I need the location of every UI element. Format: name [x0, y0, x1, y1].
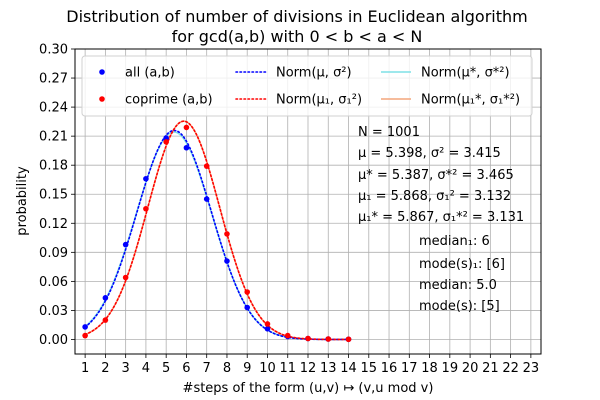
series-point-0: [163, 135, 169, 141]
y-tick-label: 0.00: [39, 333, 68, 348]
x-tick-label: 2: [101, 361, 109, 376]
annotation-line: median₁: 6: [419, 234, 490, 249]
series-point-0: [203, 196, 210, 202]
y-tick-label: 0.06: [39, 275, 68, 290]
legend-label: coprime (a,b): [125, 93, 213, 108]
x-tick-label: 11: [279, 361, 296, 376]
series-point-1: [244, 289, 251, 295]
series-point-1: [143, 205, 149, 212]
annotation-line: μ* = 5.387, σ*² = 3.465: [358, 168, 514, 183]
series-curve-3: [84, 120, 350, 341]
series-point-0: [102, 295, 109, 301]
y-tick-label: 0.21: [39, 130, 68, 145]
x-tick-label: 7: [203, 361, 211, 376]
series-point-1: [82, 332, 88, 339]
series-curve-2: [84, 129, 350, 341]
y-tick-label: 0.12: [39, 217, 68, 232]
x-tick-label: 8: [223, 361, 231, 376]
x-tick-label: 20: [462, 361, 479, 376]
series-point-0: [122, 241, 129, 248]
x-tick-label: 14: [340, 361, 357, 376]
annotation-line: mode(s): [5]: [419, 299, 500, 314]
x-tick-label: 3: [122, 361, 130, 376]
y-tick-label: 0.27: [39, 72, 68, 87]
x-ticks: 1 2 3 4 5 6 7 8 9 10 11 12 13 14 15 16 17 18 19 20 21 22 23: [81, 354, 539, 376]
x-tick-label: 17: [401, 361, 418, 376]
series-point-1: [122, 274, 129, 281]
series-point-0: [224, 258, 230, 264]
legend-frame: [81, 55, 533, 117]
annotation-line: median: 5.0: [419, 278, 497, 293]
x-tick-label: 23: [523, 361, 540, 376]
annotation-line: mode(s)₁: [6]: [419, 257, 505, 272]
y-tick-label: 0.09: [39, 246, 68, 261]
series-point-1: [203, 163, 210, 169]
series-point-1: [284, 332, 291, 339]
series-point-0: [82, 324, 88, 330]
legend-items: all (a,b) coprime (a,b) Norm(μ, σ²) Norm(μ₁…: [99, 66, 520, 108]
annotation-line: μ₁* = 5.867, σ₁*² = 3.131: [358, 210, 524, 225]
legend-item: all (a,b): [99, 66, 175, 81]
series-point-1: [325, 336, 332, 342]
legend-item: Norm(μ*, σ*²): [381, 66, 510, 81]
curves: [84, 120, 350, 341]
y-tick-label: 0.24: [39, 101, 68, 116]
legend-label: Norm(μ₁, σ₁²): [276, 93, 362, 108]
x-tick-label: 10: [259, 361, 276, 376]
legend-item: Norm(μ, σ²): [235, 66, 352, 81]
annotations: N = 1001 μ = 5.398, σ² = 3.415 μ* = 5.387,…: [358, 125, 524, 314]
series-point-1: [224, 231, 230, 237]
series-point-0: [264, 326, 271, 332]
y-tick-label: 0.18: [39, 159, 68, 174]
annotation-line: N = 1001: [358, 125, 420, 140]
x-tick-label: 4: [142, 361, 150, 376]
legend-marker: [99, 69, 105, 75]
legend-label: Norm(μ*, σ*²): [421, 66, 510, 81]
x-tick-label: 6: [182, 361, 190, 376]
series-curve-4: [84, 131, 349, 341]
x-tick-label: 21: [482, 361, 499, 376]
legend-label: Norm(μ, σ²): [276, 66, 352, 81]
series-point-1: [163, 139, 169, 145]
x-tick-label: 12: [300, 361, 317, 376]
x-tick-label: 9: [243, 361, 251, 376]
x-tick-label: 22: [502, 361, 519, 376]
x-tick-label: 13: [320, 361, 337, 376]
series-point-0: [244, 304, 251, 311]
legend-item: coprime (a,b): [99, 93, 213, 108]
plot-frame: [74, 48, 542, 355]
series-point-1: [264, 321, 271, 327]
annotation-line: μ = 5.398, σ² = 3.415: [358, 146, 501, 161]
series-point-1: [102, 317, 109, 323]
x-tick-label: 15: [361, 361, 378, 376]
series-point-0: [143, 175, 149, 182]
annotation-line: μ₁ = 5.868, σ₁² = 3.132: [358, 189, 511, 204]
x-tick-label: 18: [421, 361, 438, 376]
legend-label: all (a,b): [125, 66, 175, 81]
series-point-1: [183, 124, 190, 131]
x-tick-label: 16: [381, 361, 398, 376]
y-axis-label: probability: [15, 166, 30, 236]
x-tick-label: 5: [162, 361, 170, 376]
legend-item: Norm(μ₁, σ₁²): [235, 93, 362, 108]
legend-item: Norm(μ₁*, σ₁*²): [381, 93, 520, 108]
legend: all (a,b) coprime (a,b) Norm(μ, σ²) Norm(μ₁…: [81, 55, 533, 117]
y-tick-label: 0.15: [39, 188, 68, 203]
x-tick-label: 1: [81, 361, 89, 376]
series-point-1: [305, 335, 311, 342]
chart-title-line-1: Distribution of number of divisions in E…: [66, 7, 527, 26]
y-tick-label: 0.30: [39, 43, 68, 58]
series-point-0: [183, 144, 190, 151]
legend-label: Norm(μ₁*, σ₁*²): [421, 93, 520, 108]
x-tick-label: 19: [442, 361, 459, 376]
x-axis-label: #steps of the form (u,v) ↦ (v,u mod v): [183, 381, 434, 396]
chart-title-line-2: for gcd(a,b) with 0 < b < a < N: [172, 27, 423, 46]
points: [82, 124, 352, 343]
y-tick-label: 0.03: [39, 304, 68, 319]
y-ticks: 0.00 0.03 0.06 0.09 0.12 0.15 0.18 0.21 0.24 0.27…: [39, 43, 75, 348]
legend-marker: [99, 96, 105, 102]
series-point-1: [345, 336, 352, 343]
